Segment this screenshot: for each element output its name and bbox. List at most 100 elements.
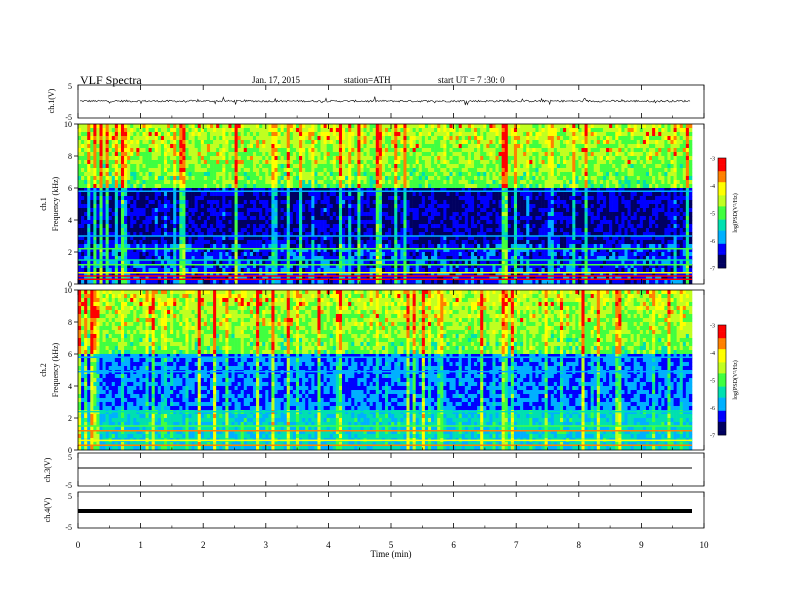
spectrogram-cell [418, 136, 423, 141]
spectrogram-cell [593, 160, 598, 165]
spectrogram-cell [440, 212, 444, 217]
spectrogram-cell [464, 216, 469, 221]
spectrogram-cell [670, 172, 674, 177]
spectrogram-cell [590, 152, 595, 157]
spectrogram-cell [458, 212, 463, 217]
spectrogram-cell [210, 132, 214, 137]
spectrogram-cell [105, 196, 109, 201]
spectrogram-cell [342, 132, 346, 137]
spectrogram-cell [655, 156, 659, 161]
spectrogram-cell [228, 156, 232, 161]
spectrogram-cell [222, 208, 226, 213]
spectrogram-cell [553, 132, 558, 137]
spectrogram-cell [553, 136, 558, 141]
spectrogram-cell [320, 184, 324, 189]
spectrogram-cell [400, 164, 404, 169]
spectrogram-cell [363, 140, 367, 145]
spectrogram-cell [302, 220, 306, 225]
spectrogram-cell [455, 184, 459, 189]
spectrogram-cell [391, 216, 395, 221]
spectrogram-cell [160, 136, 165, 141]
spectrogram-cell [458, 124, 463, 129]
spectrogram-cell [363, 132, 367, 137]
spectrogram-cell [575, 180, 579, 185]
spectrogram-cell [547, 168, 552, 173]
spectrogram-cell [403, 196, 407, 201]
spectrogram-cell [584, 204, 588, 209]
spectrogram-cell [120, 200, 125, 205]
spectrogram-cell [461, 156, 466, 161]
spectrogram-cell [581, 192, 585, 197]
spectrogram-cell [139, 168, 143, 173]
spectrogram-cell [636, 216, 641, 221]
spectrogram-cell [188, 160, 192, 165]
spectrogram-cell [191, 136, 195, 141]
spectrogram-cell [197, 148, 202, 153]
spectrogram-cell [461, 216, 466, 221]
spectrogram-cell [102, 148, 106, 153]
spectrogram-cell [437, 172, 441, 177]
spectrogram-cell [148, 156, 152, 161]
spectrogram-cell [575, 136, 579, 141]
spectrogram-cell [348, 188, 352, 193]
spectrogram-cell [489, 144, 493, 149]
spectrogram-cell [403, 220, 407, 225]
spectrogram-cell [400, 156, 404, 161]
spectrogram-cell [587, 180, 591, 185]
spectrogram-cell [581, 124, 585, 129]
spectrogram-cell [237, 140, 242, 145]
spectrogram-cell [547, 144, 552, 149]
spectrogram-cell [618, 140, 622, 145]
spectrogram-cell [406, 124, 410, 129]
spectrogram-cell [679, 216, 684, 221]
spectrogram-cell [535, 132, 539, 137]
spectrogram-cell [127, 212, 131, 217]
spectrogram-cell [292, 212, 297, 217]
spectrogram-cell [366, 220, 370, 225]
spectrogram-cell [170, 136, 174, 141]
spectrogram-cell [381, 152, 386, 157]
spectrogram-cell [388, 128, 392, 133]
spectrogram-cell [575, 144, 579, 149]
spectrogram-cell [262, 152, 266, 157]
spectrogram-cell [406, 132, 410, 137]
spectrogram-cell [566, 172, 570, 177]
spectrogram-cell [415, 132, 420, 137]
spectrogram-cell [541, 144, 545, 149]
spectrogram-cell [151, 208, 156, 213]
spectrogram-cell [532, 124, 536, 129]
spectrogram-cell [117, 160, 122, 165]
spectrogram-cell [532, 152, 536, 157]
spectrogram-cell [148, 204, 152, 209]
spectrogram-cell [206, 152, 211, 157]
spectrogram-cell [219, 144, 223, 149]
spectrogram-cell [259, 184, 263, 189]
spectrogram-cell [314, 196, 318, 201]
spectrogram-cell [486, 204, 490, 209]
spectrogram-cell [357, 148, 361, 153]
spectrogram-cell [206, 176, 211, 181]
spectrogram-cell [105, 148, 109, 153]
spectrogram-cell [252, 208, 257, 213]
spectrogram-cell [228, 124, 232, 129]
spectrogram-cell [421, 212, 426, 217]
spectrogram-cell [670, 148, 674, 153]
spectrogram-cell [584, 168, 588, 173]
spectrogram-cell [114, 188, 119, 193]
spectrogram-cell [403, 124, 407, 129]
spectrogram-cell [372, 164, 377, 169]
spectrogram-cell [197, 140, 202, 145]
spectrogram-cell [96, 212, 100, 217]
spectrogram-cell [633, 208, 638, 213]
spectrogram-cell [256, 172, 260, 177]
spectrogram-cell [345, 208, 349, 213]
spectrogram-cell [163, 132, 168, 137]
spectrogram-cell [173, 132, 177, 137]
spectrogram-cell [609, 172, 613, 177]
spectrogram-cell [618, 200, 622, 205]
spectrogram-cell [667, 160, 671, 165]
spectrogram-cell [182, 192, 186, 197]
spectrogram-cell [249, 164, 254, 169]
spectrogram-cell [299, 208, 303, 213]
spectrogram-cell [437, 152, 441, 157]
